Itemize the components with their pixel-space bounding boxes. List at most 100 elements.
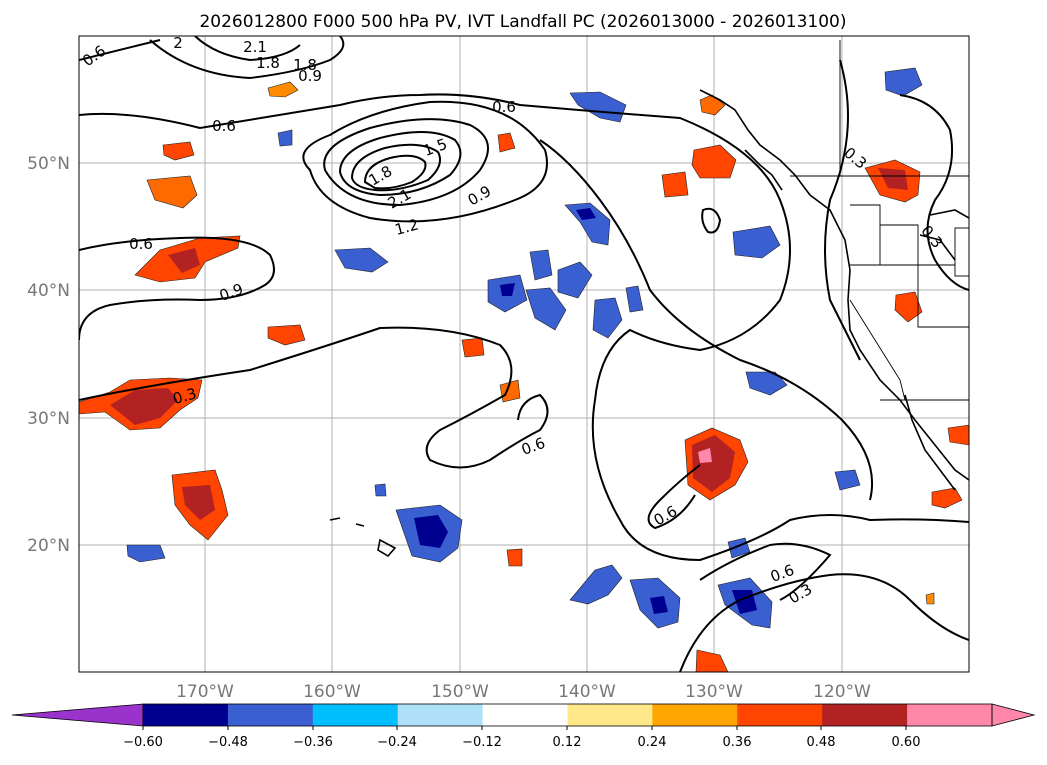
pv-contour-0.9-west — [79, 236, 275, 341]
hawaii-islands — [329, 517, 397, 558]
colorbar-segment — [567, 704, 653, 726]
contour-label: 2 — [173, 34, 183, 52]
lon-tick: 170°W — [176, 682, 234, 702]
pv-contour-1.5 — [338, 130, 462, 197]
pos-blob — [267, 81, 299, 98]
inland-coast — [919, 209, 969, 261]
lat-tick: 50°N — [27, 154, 70, 174]
pos-blob — [497, 132, 516, 153]
state-box — [954, 227, 969, 277]
pos-blob — [695, 649, 729, 672]
neg-blob — [569, 564, 623, 605]
pv-contour-north — [79, 36, 345, 80]
neg-blob — [732, 225, 781, 259]
pv-contour-0.6-se — [699, 542, 832, 601]
pos-blob — [146, 175, 198, 209]
pv-contour-0.3 — [79, 326, 549, 469]
positive-anomaly-fills — [79, 81, 969, 672]
lon-tick-labels: 170°W 160°W 150°W 140°W 130°W 120°W — [176, 682, 871, 702]
lat-tick: 20°N — [27, 536, 70, 556]
colorbar-segment — [482, 704, 568, 726]
colorbar-ticks: −0.60 −0.48 −0.36 −0.24 −0.12 0.12 0.24 0.36 0.4… — [123, 726, 920, 750]
neg-blob — [529, 249, 553, 281]
colorbar-tick-label: −0.60 — [123, 735, 163, 750]
colorbar-tick-label: 0.60 — [892, 735, 921, 750]
colorbar-segment — [397, 704, 484, 726]
pos-blob-core — [182, 485, 215, 520]
pv-contour-1.2 — [323, 118, 489, 207]
pos-blob — [894, 291, 923, 323]
lat-tick-labels: 50°N 40°N 30°N 20°N — [27, 154, 70, 556]
pos-blob — [661, 171, 689, 198]
colorbar-tick-label: −0.36 — [293, 735, 333, 750]
contour-label: 2.1 — [243, 38, 267, 56]
pv-contour-0.9 — [302, 100, 548, 223]
contour-label: 0.6 — [492, 98, 516, 116]
colorbar-tick-label: 0.24 — [638, 735, 667, 750]
na-coastline — [699, 89, 969, 481]
lon-tick: 130°W — [685, 682, 743, 702]
colorbar-segment — [907, 704, 993, 726]
neg-blob — [525, 287, 567, 331]
neg-blob-core — [576, 208, 596, 220]
pos-blob — [506, 548, 523, 567]
pv-contour-0.3-coast — [824, 59, 861, 361]
neg-blob — [557, 261, 593, 299]
contour-label: 0.6 — [212, 117, 236, 135]
pos-blob-core — [110, 388, 178, 425]
colorbar-segment — [822, 704, 908, 726]
map-border — [78, 35, 970, 673]
borders — [790, 40, 969, 401]
contour-label: 1.8 — [256, 54, 280, 72]
state-borders — [850, 204, 969, 328]
colorbar-extend-low — [11, 703, 144, 727]
neg-blob — [592, 297, 623, 339]
contour-label: 1.2 — [393, 215, 421, 239]
pv-contour-0.3-se — [679, 573, 969, 672]
pos-blob-core — [692, 435, 735, 492]
colorbar-segment — [312, 704, 399, 726]
colorbar-tick-label: 0.12 — [553, 735, 582, 750]
neg-blob-core — [500, 283, 515, 296]
contour-label: 0.9 — [298, 67, 322, 85]
neg-blob — [834, 469, 861, 491]
pos-blob — [267, 324, 306, 346]
colorbar-tick-label: −0.48 — [208, 735, 248, 750]
lon-tick: 140°W — [558, 682, 616, 702]
contour-label: 0.3 — [171, 384, 199, 408]
colorbar — [11, 703, 1036, 727]
negative-anomaly-fills — [126, 67, 923, 629]
lat-tick: 40°N — [27, 281, 70, 301]
pos-blob — [931, 487, 963, 509]
pos-blob — [925, 592, 935, 605]
pv-contour-0.6-east — [539, 139, 874, 501]
pos-blob — [162, 141, 195, 161]
colorbar-tick-label: 0.36 — [723, 735, 752, 750]
island-coast — [744, 149, 783, 191]
neg-blob — [334, 247, 389, 273]
coastlines — [329, 89, 969, 558]
pv-contour-2.1 — [363, 154, 427, 190]
pv-contour-0.6 — [79, 93, 969, 562]
baja-coast — [904, 394, 956, 491]
colorbar-tick-label: −0.12 — [462, 735, 502, 750]
pv-contour-0.6-south — [647, 464, 701, 530]
neg-blob — [569, 91, 627, 123]
pv-contours — [79, 36, 969, 672]
lon-tick: 120°W — [813, 682, 871, 702]
pv-contour-1.8 — [350, 143, 441, 192]
colorbar-segment — [652, 704, 738, 726]
neg-blob — [625, 285, 644, 313]
colorbar-tick-label: 0.48 — [807, 735, 836, 750]
neg-blob — [126, 544, 166, 563]
pv-contour-0.3-inland — [899, 94, 969, 291]
colorbar-segment — [227, 704, 314, 726]
neg-blob-core — [650, 596, 668, 614]
pos-blob — [691, 144, 737, 179]
lat-tick: 30°N — [27, 409, 70, 429]
colorbar-segment — [737, 704, 823, 726]
lon-tick: 160°W — [303, 682, 361, 702]
map-title: 2026012800 F000 500 hPa PV, IVT Landfall… — [199, 12, 846, 32]
neg-blob — [277, 129, 293, 147]
